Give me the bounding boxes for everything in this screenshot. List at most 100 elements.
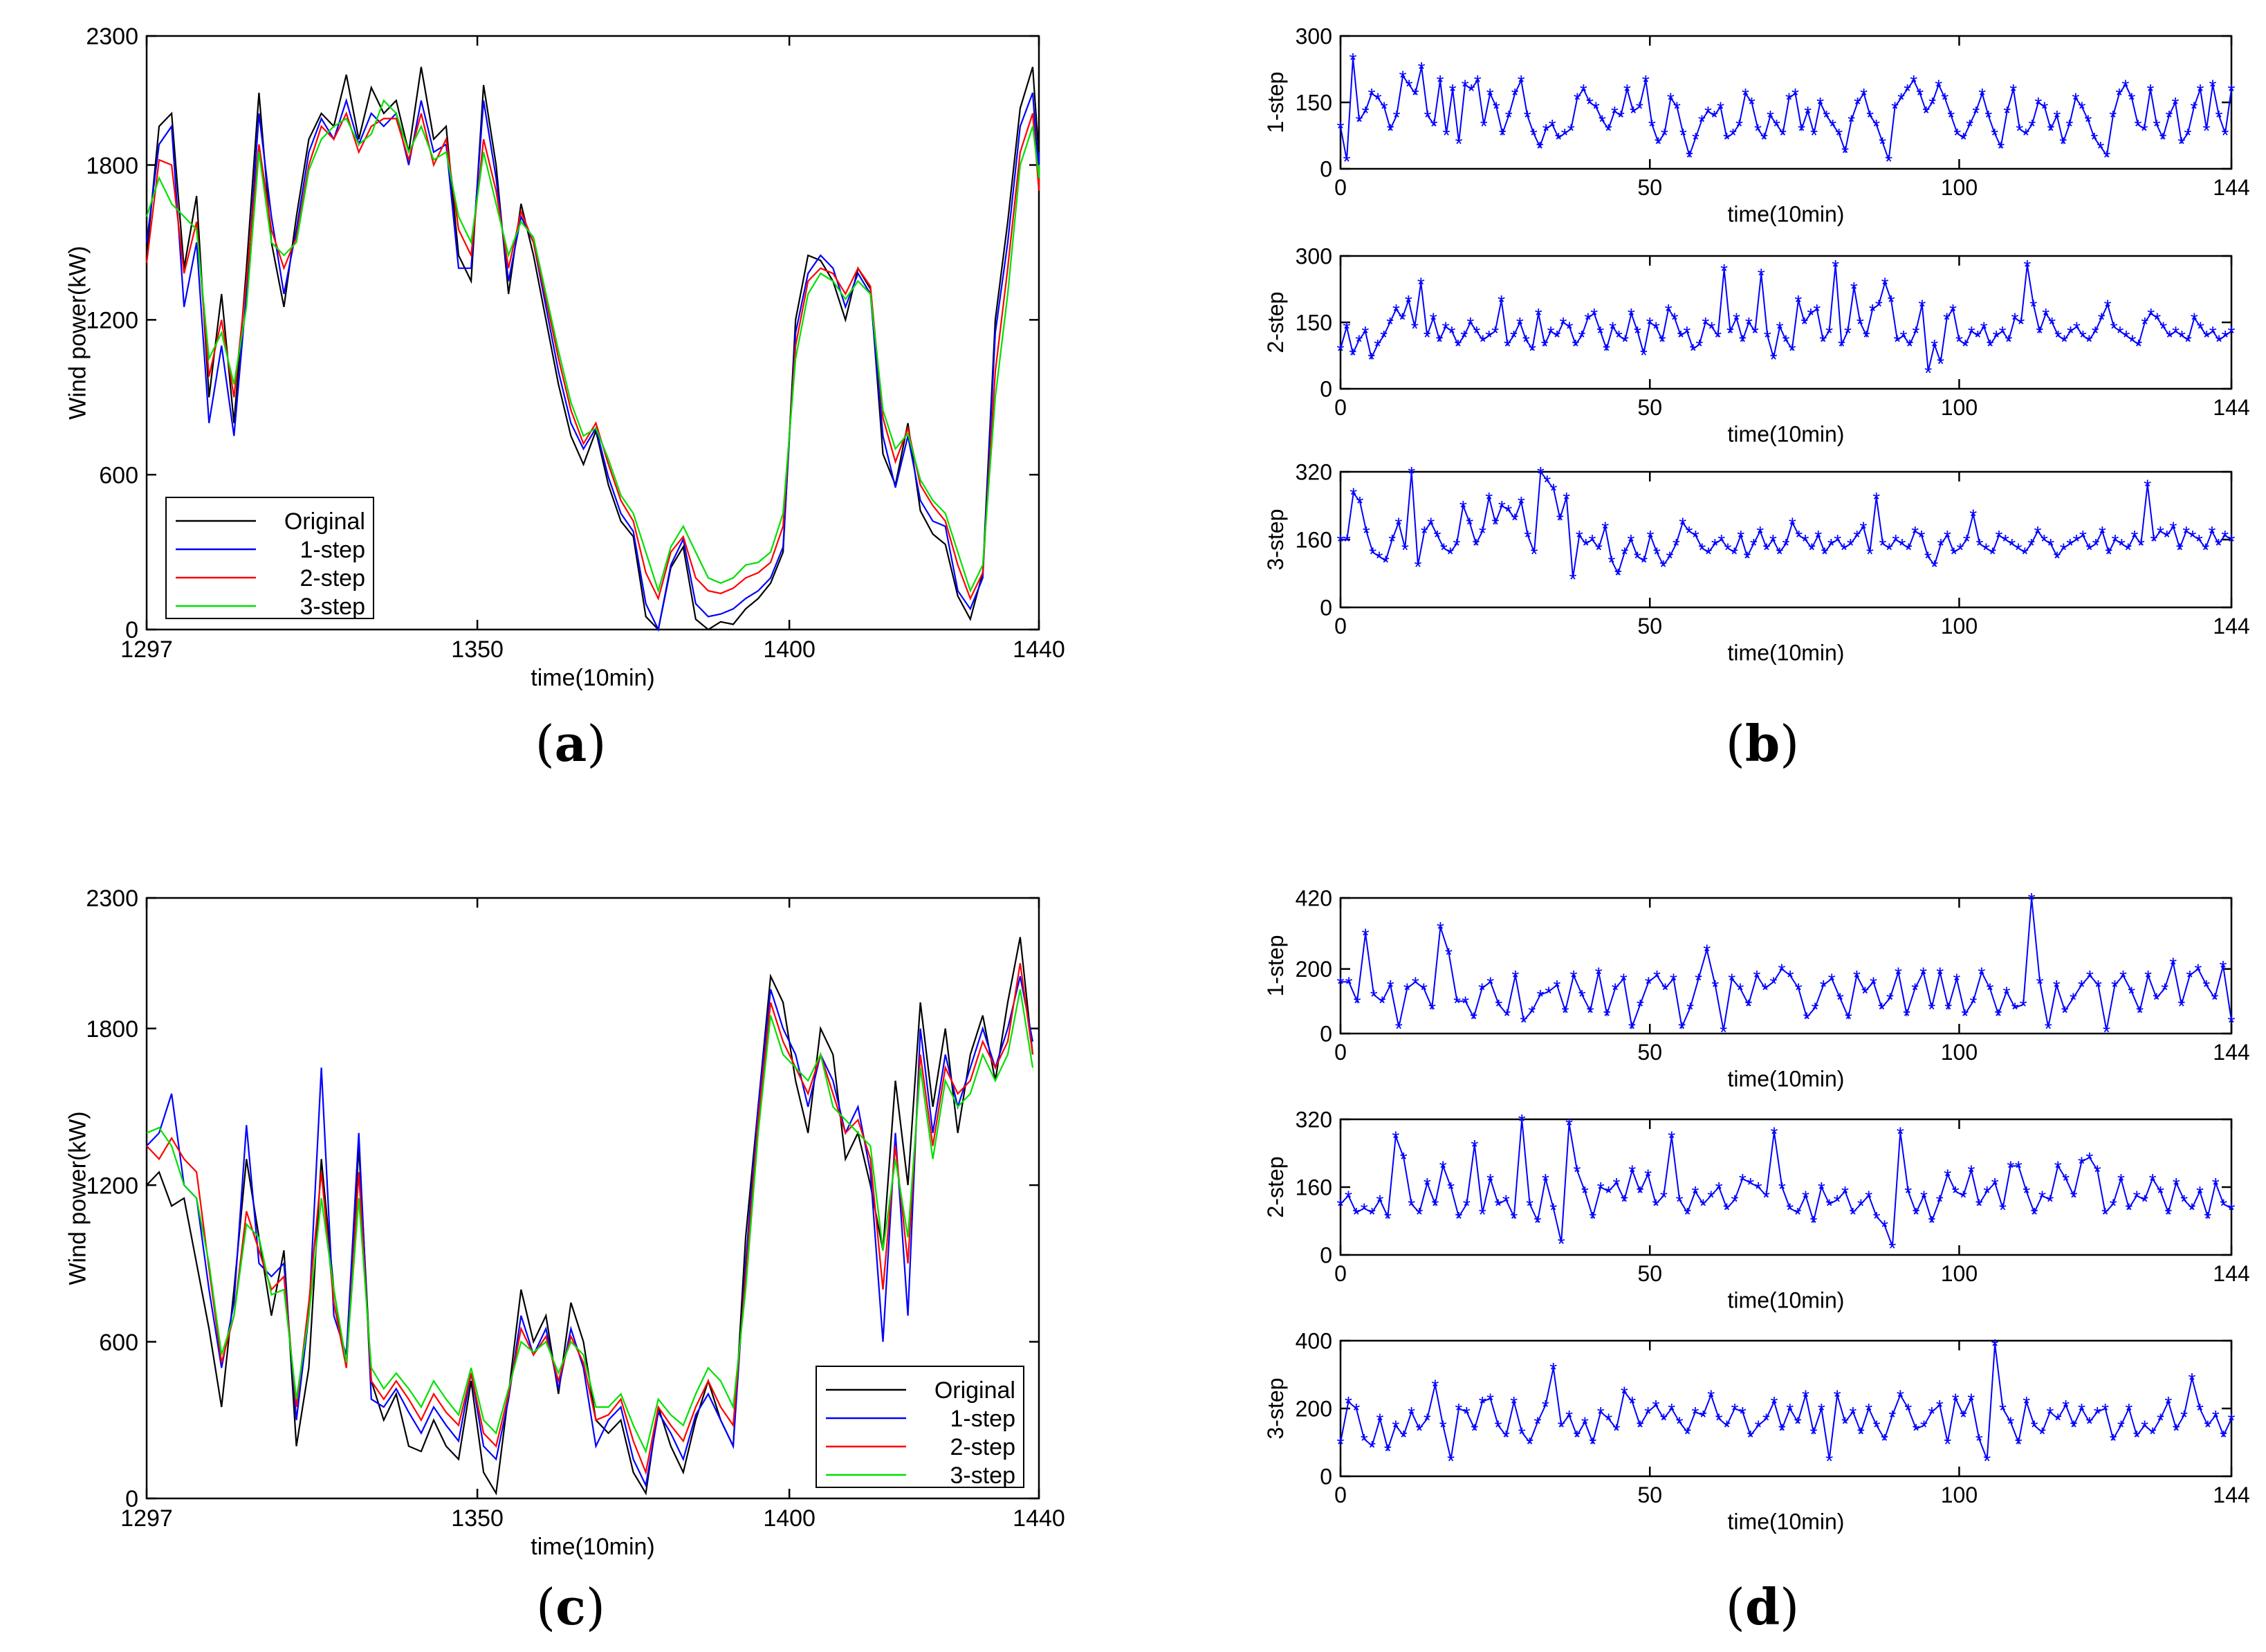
panel-d-sub1-point-marker: * xyxy=(2086,966,2094,988)
panel-d-sub2-point-marker: * xyxy=(2070,1186,2078,1208)
panel-b-sub1-point-marker: * xyxy=(2028,116,2036,137)
panel-b-sub1-point-marker: * xyxy=(1941,89,1949,111)
panel-b-sub1-point-marker: * xyxy=(1580,80,1587,102)
panel-b-sub2-point-marker: * xyxy=(1399,309,1406,331)
panel-b-sub1-point-marker: * xyxy=(2109,107,2117,128)
panel-b-sub2-point-marker: * xyxy=(1541,336,1549,357)
panel-d-sub3-point-marker: * xyxy=(1841,1413,1849,1435)
panel-b-sub3-point-marker: * xyxy=(2163,526,2171,548)
panel-b-sub2-point-marker: * xyxy=(1436,331,1444,353)
panel-b-sub1-point-marker: * xyxy=(1642,71,1650,93)
panel-a-legend-box xyxy=(165,497,374,619)
panel-d-sub2-point-marker: * xyxy=(2101,1204,2109,1225)
panel-b-sub3-point-marker: * xyxy=(1485,488,1493,510)
panel-b-sub1-xlabel: time(10min) xyxy=(1728,201,1845,226)
panel-b-sub2-point-marker: * xyxy=(1466,313,1474,335)
panel-b-sub3-point-marker: * xyxy=(1860,518,1868,540)
panel-d-sub1-point-marker: * xyxy=(1445,944,1453,965)
panel-d-sub2-point-marker: * xyxy=(1637,1182,1644,1204)
panel-b-sub3-point-marker: * xyxy=(1363,522,1370,544)
panel-b-sub2-point-marker: * xyxy=(2036,322,2043,344)
panel-b-sub2-point-marker: * xyxy=(1962,336,1969,357)
panel-d-sub2-point-marker: * xyxy=(1589,1208,1596,1229)
panel-d-sub3-point-marker: * xyxy=(1834,1386,1841,1407)
panel-d-sub2-point-marker: * xyxy=(2141,1191,2148,1212)
panel-b-sub2-point-marker: * xyxy=(2117,322,2124,344)
panel-b-sub2-point-marker: * xyxy=(1838,336,1845,357)
panel-d-sub2-point-marker: * xyxy=(1849,1204,1857,1225)
panel-d-sub3-ytick-label: 0 xyxy=(1320,1465,1332,1489)
panel-d-sub1-point-marker: * xyxy=(1370,986,1378,1007)
panel-b-sub1-ytick-label: 0 xyxy=(1320,157,1332,182)
panel-b-sub2-point-marker: * xyxy=(1652,318,1660,339)
panel-b-sub2-xtick-label: 100 xyxy=(1941,395,1978,420)
panel-b-sub1-point-marker: * xyxy=(1505,107,1513,128)
panel-b-sub3-point-marker: * xyxy=(1763,539,1771,560)
panel-d-sub1-point-marker: * xyxy=(1462,992,1469,1013)
panel-b-sub1-point-marker: * xyxy=(2146,80,2154,102)
panel-b-sub2-point-marker: * xyxy=(1572,336,1579,357)
panel-d-sub1-point-marker: * xyxy=(1728,970,1735,991)
panel-d-sub2-point-marker: * xyxy=(1755,1178,1762,1200)
panel-d-sub1-point-marker: * xyxy=(2153,989,2160,1011)
panel-b-sub1-point-marker: * xyxy=(1735,116,1743,137)
panel-d-sub3-point-marker: * xyxy=(1597,1403,1605,1424)
panel-d-sub1-point-marker: * xyxy=(1845,1009,1852,1030)
panel-b-sub3-point-marker: * xyxy=(2209,522,2216,544)
panel-d-sub2-point-marker: * xyxy=(1526,1195,1533,1217)
panel-c-legend-label: 3-step xyxy=(950,1462,1016,1489)
panel-b-sub3-point-marker: * xyxy=(1879,535,1887,556)
panel-d-sub2-point-marker: * xyxy=(2189,1200,2196,1221)
panel-c-axes-frame xyxy=(145,897,1040,1500)
panel-d-sub2-point-marker: * xyxy=(2085,1148,2093,1170)
panel-d-sub3-point-marker: * xyxy=(1605,1410,1612,1431)
panel-b-sub3-point-marker: * xyxy=(2202,539,2209,560)
panel-b-sub1-point-marker: * xyxy=(2059,134,2067,155)
panel-b-sub3-point-marker: * xyxy=(1847,535,1854,556)
panel-d-sub2-point-marker: * xyxy=(1865,1186,1872,1208)
panel-c-ytick-label: 1200 xyxy=(86,1173,138,1199)
panel-d-sub1-point-marker: * xyxy=(1595,963,1603,984)
panel-b-sub2-point-marker: * xyxy=(2184,331,2192,353)
panel-b-sub3-point-marker: * xyxy=(1421,522,1428,544)
panel-b-sub2-point-marker: * xyxy=(2166,327,2173,348)
panel-d-sub3-point-marker: * xyxy=(1565,1406,1573,1428)
panel-b-sub1-point-marker: * xyxy=(1935,75,1942,97)
panel-b-sub1-point-marker: * xyxy=(2072,89,2079,111)
panel-b-sub3-point-marker: * xyxy=(2195,531,2203,552)
panel-d-sub3-point-marker: * xyxy=(2023,1393,2030,1414)
panel-b-sub3-point-marker: * xyxy=(1905,539,1913,560)
panel-d-sub1-point-marker: * xyxy=(2011,999,2019,1020)
panel-b-sub2-point-marker: * xyxy=(1454,336,1462,357)
panel-d-sub2-point-marker: * xyxy=(1352,1204,1360,1225)
panel-b-sub2-point-marker: * xyxy=(1367,349,1375,370)
panel-b-sub1-point-marker: * xyxy=(2228,80,2236,102)
panel-d-sub2-point-marker: * xyxy=(1565,1114,1573,1136)
panel-d-sub1-point-marker: * xyxy=(1337,973,1345,994)
panel-b-sub3-point-marker: * xyxy=(1692,526,1700,548)
panel-b-sub3-point-marker: * xyxy=(1853,526,1861,548)
panel-d-sub3-xlabel: time(10min) xyxy=(1728,1509,1845,1534)
panel-d-sub1-point-marker: * xyxy=(1628,1018,1636,1040)
panel-b-sub1-point-marker: * xyxy=(1356,111,1363,133)
panel-b-sub2-point-marker: * xyxy=(1832,256,1839,277)
panel-d-sub2-point-marker: * xyxy=(1549,1200,1557,1221)
panel-d-sub2-point-marker: * xyxy=(2023,1182,2030,1204)
panel-b-sub3-point-marker: * xyxy=(1569,569,1577,590)
panel-d-sub1-point-marker: * xyxy=(1470,1009,1477,1030)
panel-d-sub3-point-marker: * xyxy=(1904,1399,1912,1421)
panel-d-sub2-point-marker: * xyxy=(1495,1195,1502,1217)
panel-d-sub2-point-marker: * xyxy=(2031,1204,2038,1225)
panel-d-sub3-point-marker: * xyxy=(2173,1420,2180,1441)
panel-b-sub1-point-marker: * xyxy=(1605,120,1612,141)
panel-d-sub3-point-marker: * xyxy=(1825,1451,1833,1472)
panel-b-sub1-point-marker: * xyxy=(1636,98,1643,119)
panel-b-sub1-point-marker: * xyxy=(2209,75,2217,97)
panel-b-sub3-xtick-label: 50 xyxy=(1637,614,1662,639)
panel-d-sub2-point-marker: * xyxy=(1384,1208,1392,1229)
panel-label-c: (c) xyxy=(536,1577,605,1636)
panel-c-ytick-label: 600 xyxy=(99,1330,138,1356)
panel-b-sub2-point-marker: * xyxy=(1857,313,1864,335)
panel-b-sub2-ytick-label: 0 xyxy=(1320,377,1332,402)
panel-d-sub2-point-marker: * xyxy=(2078,1153,2085,1174)
